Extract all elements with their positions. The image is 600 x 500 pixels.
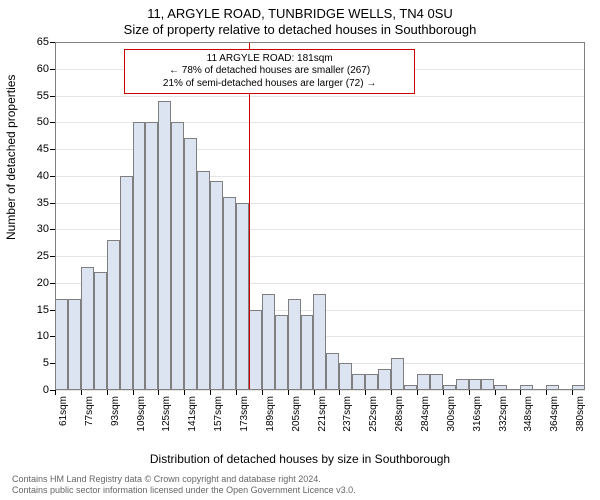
y-tick-label: 10	[37, 330, 49, 342]
chart-title-line2: Size of property relative to detached ho…	[0, 22, 600, 37]
x-tick-mark	[339, 390, 340, 395]
x-tick-label: 316sqm	[472, 396, 483, 432]
x-tick-mark	[262, 390, 263, 395]
y-tick-label: 30	[37, 223, 49, 235]
x-tick-mark	[107, 390, 108, 395]
footer-line1: Contains HM Land Registry data © Crown c…	[12, 474, 356, 485]
x-tick-label: 61sqm	[58, 396, 69, 426]
y-tick-label: 40	[37, 170, 49, 182]
x-tick-label: 205sqm	[291, 396, 302, 432]
y-tick-label: 60	[37, 63, 49, 75]
x-tick-label: 364sqm	[549, 396, 560, 432]
y-tick-label: 35	[37, 197, 49, 209]
footer-line2: Contains public sector information licen…	[12, 485, 356, 496]
y-tick-label: 5	[43, 357, 49, 369]
footer-attribution: Contains HM Land Registry data © Crown c…	[12, 474, 356, 496]
x-tick-label: 77sqm	[84, 396, 95, 426]
x-tick-label: 157sqm	[213, 396, 224, 432]
x-tick-label: 189sqm	[265, 396, 276, 432]
x-tick-label: 348sqm	[523, 396, 534, 432]
x-tick-mark	[495, 390, 496, 395]
x-tick-label: 300sqm	[446, 396, 457, 432]
x-axis-label: Distribution of detached houses by size …	[0, 452, 600, 466]
x-tick-mark	[520, 390, 521, 395]
y-tick-label: 45	[37, 143, 49, 155]
x-tick-mark	[158, 390, 159, 395]
y-axis-label: Number of detached properties	[4, 75, 18, 240]
x-tick-label: 141sqm	[187, 396, 198, 432]
x-tick-mark	[417, 390, 418, 395]
x-tick-label: 93sqm	[110, 396, 121, 426]
x-tick-label: 252sqm	[368, 396, 379, 432]
x-tick-mark	[546, 390, 547, 395]
x-tick-mark	[572, 390, 573, 395]
x-tick-mark	[288, 390, 289, 395]
gridline	[55, 390, 585, 391]
x-tick-label: 173sqm	[239, 396, 250, 432]
x-tick-mark	[55, 390, 56, 395]
x-tick-label: 125sqm	[161, 396, 172, 432]
plot-area: 0510152025303540455055606561sqm77sqm93sq…	[55, 42, 585, 390]
y-tick-label: 20	[37, 277, 49, 289]
x-tick-mark	[365, 390, 366, 395]
x-tick-label: 237sqm	[342, 396, 353, 432]
chart-title-line1: 11, ARGYLE ROAD, TUNBRIDGE WELLS, TN4 0S…	[0, 6, 600, 21]
x-tick-mark	[391, 390, 392, 395]
plot-border	[55, 42, 585, 390]
x-tick-label: 268sqm	[394, 396, 405, 432]
x-tick-label: 221sqm	[317, 396, 328, 432]
x-tick-mark	[81, 390, 82, 395]
y-tick-label: 65	[37, 36, 49, 48]
y-tick-label: 55	[37, 90, 49, 102]
y-tick-label: 0	[43, 384, 49, 396]
x-tick-mark	[443, 390, 444, 395]
y-tick-label: 15	[37, 304, 49, 316]
x-tick-mark	[314, 390, 315, 395]
y-tick-label: 25	[37, 250, 49, 262]
x-tick-mark	[236, 390, 237, 395]
x-tick-mark	[210, 390, 211, 395]
x-tick-label: 332sqm	[498, 396, 509, 432]
x-tick-label: 380sqm	[575, 396, 586, 432]
x-tick-mark	[133, 390, 134, 395]
chart-container: 11, ARGYLE ROAD, TUNBRIDGE WELLS, TN4 0S…	[0, 0, 600, 500]
x-tick-label: 284sqm	[420, 396, 431, 432]
x-tick-label: 109sqm	[136, 396, 147, 432]
y-tick-label: 50	[37, 116, 49, 128]
x-tick-mark	[469, 390, 470, 395]
x-tick-mark	[184, 390, 185, 395]
